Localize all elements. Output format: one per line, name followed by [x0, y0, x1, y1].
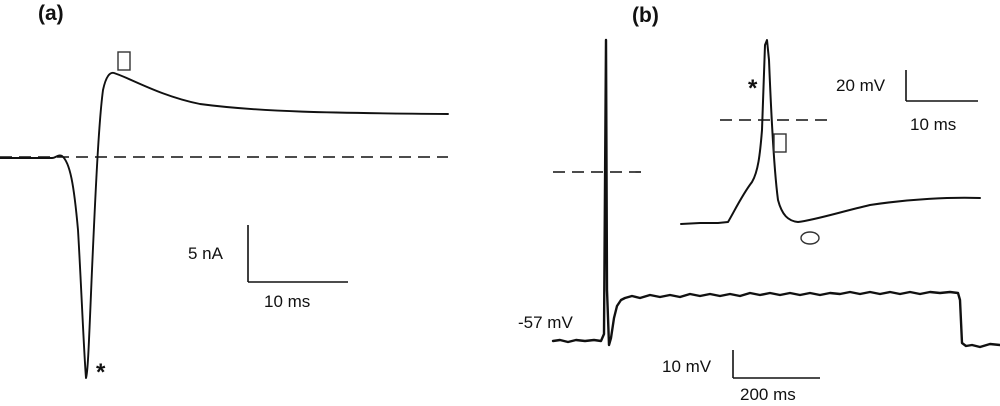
- panel-a-peak-marker: *: [96, 359, 106, 386]
- panel-b-scale-y-label: 10 mV: [662, 357, 712, 376]
- panel-a-current-trace: [0, 71, 449, 379]
- panel-a-label: (a): [38, 2, 64, 25]
- inset-box-marker: [773, 133, 787, 153]
- panel-b-scale-x-label: 200 ms: [740, 385, 796, 404]
- panel-b-voltage-trace: [551, 38, 1000, 349]
- inset-action-potential-trace: [680, 39, 981, 225]
- panel-b: (b) -57 mV 10 mV 200 ms * 20 mV 10 ms: [518, 4, 1000, 404]
- panel-b-inset: * 20 mV 10 ms: [680, 39, 981, 245]
- panel-a-box-marker: [117, 51, 131, 71]
- panel-b-label: (b): [632, 4, 659, 27]
- panel-a-scale-x-label: 10 ms: [264, 292, 310, 311]
- panel-a-scale-y-label: 5 nA: [188, 244, 224, 263]
- inset-scale-y-label: 20 mV: [836, 76, 886, 95]
- inset-circle-marker: [800, 231, 820, 245]
- inset-scale-x-label: 10 ms: [910, 115, 956, 134]
- panel-b-resting-potential-label: -57 mV: [518, 313, 573, 332]
- inset-peak-marker: *: [748, 75, 758, 102]
- panel-a: (a) * 5 nA 10 ms: [0, 2, 449, 386]
